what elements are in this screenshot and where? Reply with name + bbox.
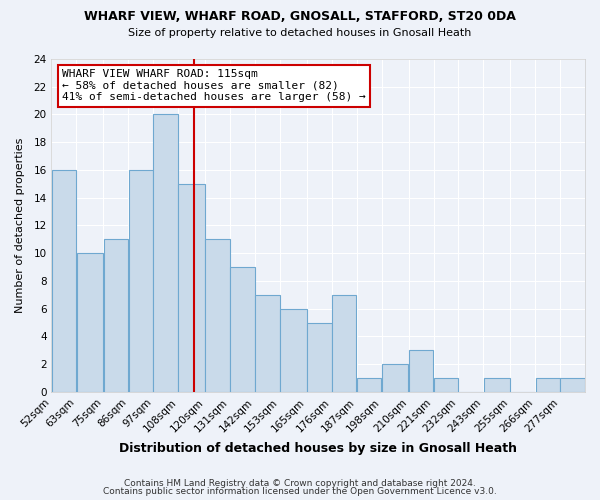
Bar [409,350,433,392]
Y-axis label: Number of detached properties: Number of detached properties [15,138,25,313]
Bar [382,364,409,392]
Bar [178,184,205,392]
Bar [536,378,560,392]
Bar [357,378,381,392]
Bar [434,378,458,392]
Bar [307,322,332,392]
Bar [332,295,356,392]
Text: Contains HM Land Registry data © Crown copyright and database right 2024.: Contains HM Land Registry data © Crown c… [124,478,476,488]
Bar [205,240,230,392]
Text: Size of property relative to detached houses in Gnosall Heath: Size of property relative to detached ho… [128,28,472,38]
Text: Contains public sector information licensed under the Open Government Licence v3: Contains public sector information licen… [103,487,497,496]
Bar [77,253,103,392]
Bar [280,308,307,392]
Bar [230,267,254,392]
Bar [484,378,510,392]
Bar [154,114,178,392]
X-axis label: Distribution of detached houses by size in Gnosall Heath: Distribution of detached houses by size … [119,442,517,455]
Bar [128,170,153,392]
Bar [104,240,128,392]
Text: WHARF VIEW WHARF ROAD: 115sqm
← 58% of detached houses are smaller (82)
41% of s: WHARF VIEW WHARF ROAD: 115sqm ← 58% of d… [62,69,366,102]
Bar [560,378,585,392]
Text: WHARF VIEW, WHARF ROAD, GNOSALL, STAFFORD, ST20 0DA: WHARF VIEW, WHARF ROAD, GNOSALL, STAFFOR… [84,10,516,23]
Bar [52,170,76,392]
Bar [255,295,280,392]
